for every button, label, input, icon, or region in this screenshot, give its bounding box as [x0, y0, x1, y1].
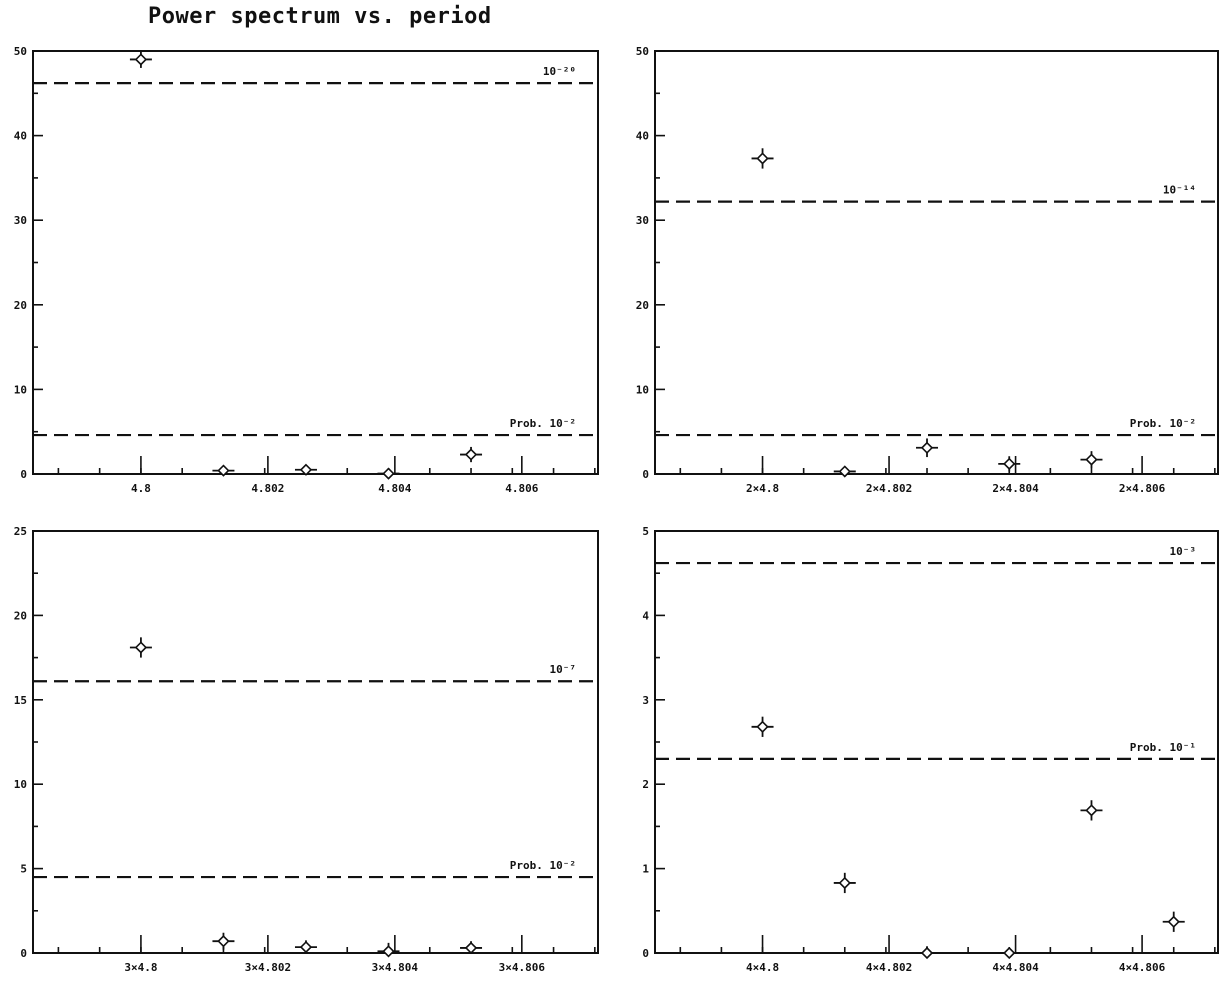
page-title: Power spectrum vs. period — [148, 4, 492, 29]
x-tick-label: 3×4.8 — [124, 961, 157, 974]
point-marker — [299, 463, 313, 476]
data-point — [212, 464, 235, 477]
point-marker — [1085, 804, 1098, 817]
point-marker — [1167, 915, 1180, 928]
point-marker — [838, 876, 851, 890]
y-tick-label: 5 — [20, 863, 27, 876]
data-point — [916, 438, 939, 458]
point-marker — [134, 641, 148, 654]
threshold-label: Prob. 10⁻² — [1130, 417, 1196, 430]
point-marker — [1003, 946, 1016, 960]
threshold-label: Prob. 10⁻² — [510, 417, 576, 430]
x-tick-label: 3×4.804 — [372, 961, 419, 974]
y-tick-label: 0 — [20, 468, 27, 481]
y-tick-label: 2 — [642, 778, 649, 791]
x-tick-label: 2×4.806 — [1119, 482, 1166, 495]
point-marker — [1003, 457, 1016, 470]
point-marker — [382, 467, 395, 480]
x-tick-label: 3×4.806 — [499, 961, 546, 974]
x-tick-label: 4×4.806 — [1119, 961, 1166, 974]
x-tick-label: 4.806 — [505, 482, 538, 495]
data-point — [460, 446, 483, 463]
data-point — [998, 456, 1021, 472]
data-point — [751, 716, 774, 737]
y-tick-label: 3 — [642, 694, 649, 707]
y-tick-label: 20 — [14, 299, 27, 312]
x-tick-label: 4×4.802 — [866, 961, 912, 974]
point-marker — [464, 448, 478, 461]
y-tick-label: 20 — [14, 609, 27, 622]
threshold-label: 10⁻³ — [1170, 545, 1197, 558]
data-point — [377, 467, 400, 480]
x-tick-label: 2×4.804 — [992, 482, 1039, 495]
data-point — [377, 942, 400, 958]
y-tick-label: 1 — [642, 863, 649, 876]
y-tick-label: 30 — [636, 214, 649, 227]
data-point — [916, 946, 939, 960]
threshold-label: 10⁻¹⁴ — [1163, 184, 1196, 197]
threshold-label: Prob. 10⁻¹ — [1130, 741, 1196, 754]
threshold-label: 10⁻⁷ — [550, 663, 577, 676]
threshold-label: Prob. 10⁻² — [510, 859, 576, 872]
y-tick-label: 50 — [14, 45, 27, 58]
y-tick-label: 10 — [14, 383, 27, 396]
y-tick-label: 5 — [642, 525, 649, 538]
point-marker — [920, 441, 934, 454]
data-point — [1080, 451, 1103, 469]
point-marker — [838, 465, 851, 478]
threshold-label: 10⁻²⁰ — [543, 65, 576, 78]
point-marker — [920, 946, 934, 960]
y-tick-label: 15 — [14, 694, 27, 707]
x-tick-label: 4.8 — [131, 482, 151, 495]
x-tick-label: 2×4.8 — [746, 482, 779, 495]
x-tick-label: 4.804 — [378, 482, 411, 495]
y-tick-label: 20 — [636, 299, 649, 312]
y-tick-label: 10 — [636, 383, 649, 396]
data-point — [129, 51, 152, 68]
x-tick-label: 2×4.802 — [866, 482, 912, 495]
y-tick-label: 4 — [642, 609, 649, 622]
x-tick-label: 3×4.802 — [245, 961, 291, 974]
point-marker — [464, 941, 478, 955]
point-marker — [382, 945, 395, 958]
y-tick-label: 0 — [642, 468, 649, 481]
data-point — [212, 932, 235, 950]
data-point — [751, 148, 774, 169]
point-marker — [217, 464, 230, 477]
point-marker — [1085, 453, 1098, 466]
data-point — [294, 463, 317, 476]
point-marker — [217, 935, 230, 948]
x-tick-label: 4.802 — [251, 482, 284, 495]
y-tick-label: 40 — [636, 130, 649, 143]
y-tick-label: 0 — [20, 947, 27, 960]
point-marker — [756, 152, 769, 165]
data-point — [833, 872, 856, 894]
y-tick-label: 30 — [14, 214, 27, 227]
y-tick-label: 40 — [14, 130, 27, 143]
data-point — [998, 946, 1021, 960]
x-tick-label: 4×4.8 — [746, 961, 779, 974]
data-point — [129, 637, 152, 658]
point-marker — [134, 53, 148, 66]
data-point — [1080, 800, 1103, 821]
data-point — [1162, 911, 1185, 932]
y-tick-label: 10 — [14, 778, 27, 791]
x-tick-label: 4×4.804 — [992, 961, 1039, 974]
y-tick-label: 25 — [14, 525, 27, 538]
data-point — [833, 465, 856, 478]
data-point — [294, 940, 317, 954]
data-point — [460, 941, 483, 955]
y-tick-label: 0 — [642, 947, 649, 960]
point-marker — [299, 940, 313, 954]
point-marker — [756, 720, 769, 733]
y-tick-label: 50 — [636, 45, 649, 58]
